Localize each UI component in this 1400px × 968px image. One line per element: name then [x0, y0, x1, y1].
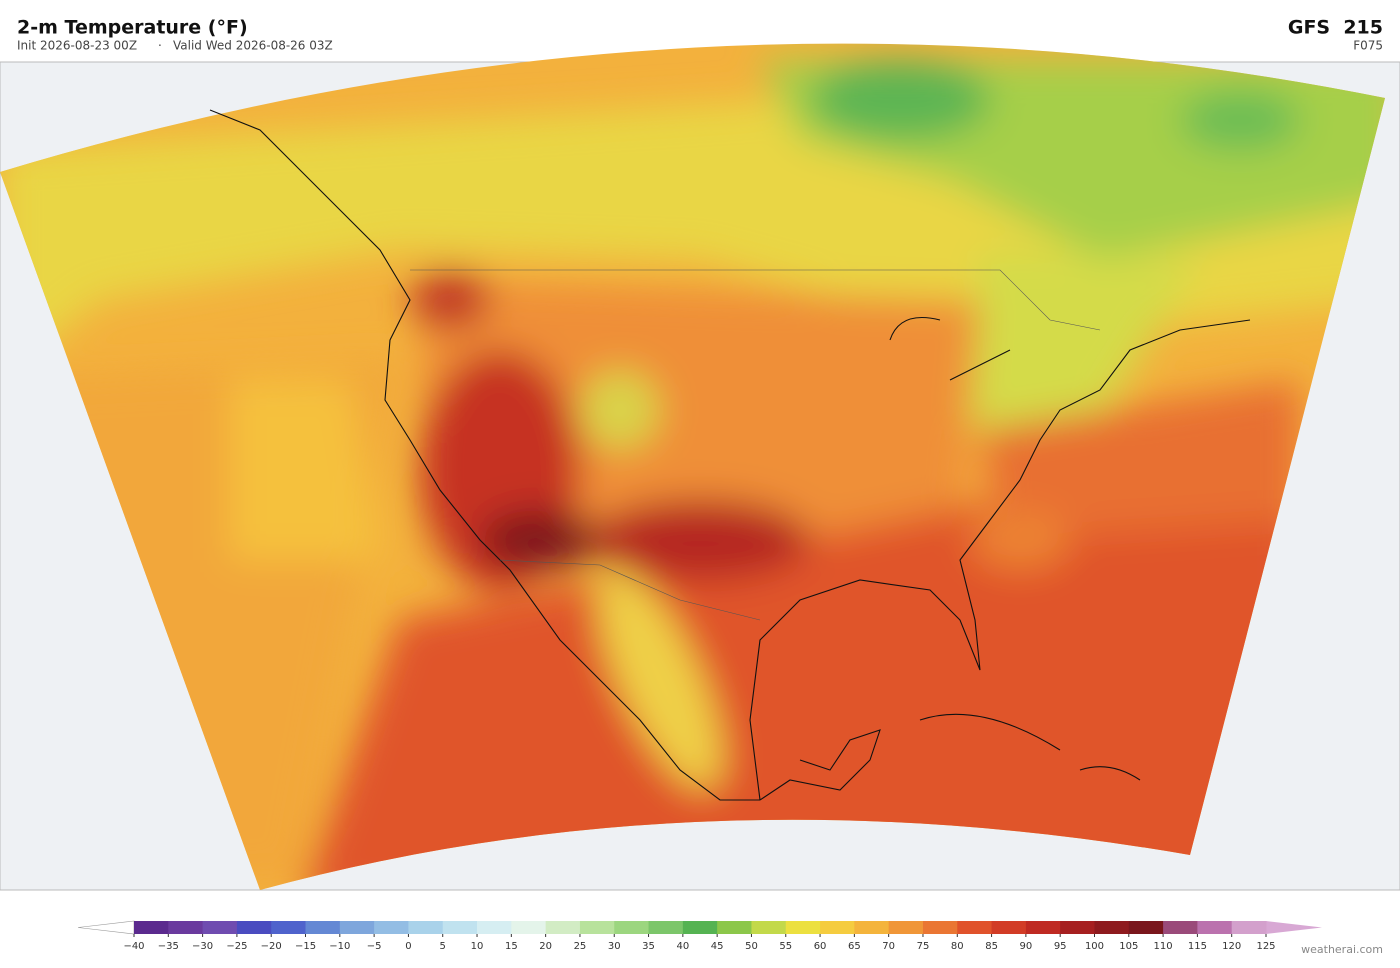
colorbar-tick-label: 100 [1085, 941, 1104, 952]
colorbar-bin [682, 921, 718, 934]
colorbar-bin [134, 921, 169, 934]
colorbar-bin [785, 921, 821, 934]
colorbar-bin [991, 921, 1027, 934]
colorbar-tick-label: 20 [539, 941, 552, 952]
colorbar-bin [1128, 921, 1164, 934]
colorbar-tick-label: −40 [123, 941, 144, 952]
separator: · [158, 39, 162, 53]
borders [410, 269, 1101, 621]
colorbar-bin [545, 921, 581, 934]
colorbar-under [77, 920, 135, 935]
colorbar-tick-label: 5 [440, 941, 446, 952]
colorbar-tick-label: 125 [1256, 941, 1275, 952]
colorbar-bin [717, 921, 752, 934]
map-title: 2-m Temperature (°F) [17, 17, 248, 39]
colorbar-bin [957, 921, 993, 934]
colorbar-bin [1094, 921, 1130, 934]
colorbar-bin [168, 921, 204, 934]
colorbar-tick-label: −15 [295, 941, 316, 952]
colorbar-tick-label: −25 [226, 941, 247, 952]
colorbar-tick-label: 120 [1222, 941, 1241, 952]
colorbar-tick-label: 105 [1119, 941, 1138, 952]
map [0, 43, 1400, 891]
init-time: Init 2026-08-23 00Z [17, 39, 137, 53]
colorbar-tick-label: 0 [405, 941, 411, 952]
colorbar-tick-label: −10 [329, 941, 350, 952]
valid-time: Valid Wed 2026-08-26 03Z [173, 39, 333, 53]
colorbar-tick-label: 30 [608, 941, 621, 952]
colorbar-bin [1060, 921, 1095, 934]
colorbar-bin [820, 921, 855, 934]
colorbar-tick-label: 85 [985, 941, 998, 952]
colorbar-tick-label: 115 [1188, 941, 1207, 952]
credit: weatherai.com [1301, 943, 1383, 956]
colorbar-bin [614, 921, 650, 934]
colorbar-tick-label: −35 [158, 941, 179, 952]
colorbar-tick-label: −5 [367, 941, 382, 952]
colorbar-tick-label: 70 [882, 941, 895, 952]
colorbar-bin [648, 921, 684, 934]
colorbar-tick-label: 75 [917, 941, 930, 952]
colorbar-tick-label: 15 [505, 941, 518, 952]
colorbar-bin [1025, 921, 1061, 934]
colorbar-bin [442, 921, 478, 934]
colorbar-tick-label: 25 [574, 941, 587, 952]
colorbar-tick-label: 35 [642, 941, 655, 952]
colorbar-tick-label: 50 [745, 941, 758, 952]
colorbar-tick-label: 90 [1020, 941, 1033, 952]
colorbar-bin [202, 921, 238, 934]
colorbar-bin [236, 921, 272, 934]
colorbar-bin [477, 921, 512, 934]
colorbar-bin [751, 921, 787, 934]
colorbar-tick-label: 65 [848, 941, 861, 952]
forecast-hour: F075 [1353, 39, 1383, 53]
model-name: GFS 215 [1288, 17, 1383, 39]
temperature-field [0, 43, 1385, 890]
colorbar-bin [854, 921, 890, 934]
colorbar-tick-label: −20 [261, 941, 282, 952]
colorbar-bin [271, 921, 307, 934]
colorbar-tick-label: 60 [814, 941, 827, 952]
colorbar-bin [511, 921, 547, 934]
colorbar-bin [888, 921, 924, 934]
colorbar-over [1266, 921, 1322, 934]
colorbar-tick-label: 45 [711, 941, 724, 952]
colorbar-bin [922, 921, 958, 934]
colorbar-tick-label: 55 [779, 941, 792, 952]
colorbar-bin [305, 921, 341, 934]
colorbar-tick-label: −30 [192, 941, 213, 952]
colorbar-tick-label: 95 [1054, 941, 1067, 952]
colorbar-bin [339, 921, 375, 934]
colorbar-bin [1163, 921, 1198, 934]
colorbar-bin [1197, 921, 1233, 934]
colorbar-tick-label: 10 [471, 941, 484, 952]
coastlines [209, 109, 1251, 801]
colorbar: −40 −35 −30 −25 −20 −15 −10 −5 0 5 10 15 20 25 30 35 40 4… [77, 920, 1322, 952]
colorbar-bin [408, 921, 444, 934]
colorbar-bin [374, 921, 409, 934]
colorbar-tick-label: 110 [1154, 941, 1173, 952]
colorbar-bin [579, 921, 615, 934]
colorbar-tick-label: 80 [951, 941, 964, 952]
colorbar-tick-label: 40 [676, 941, 689, 952]
colorbar-bin [1231, 921, 1267, 934]
